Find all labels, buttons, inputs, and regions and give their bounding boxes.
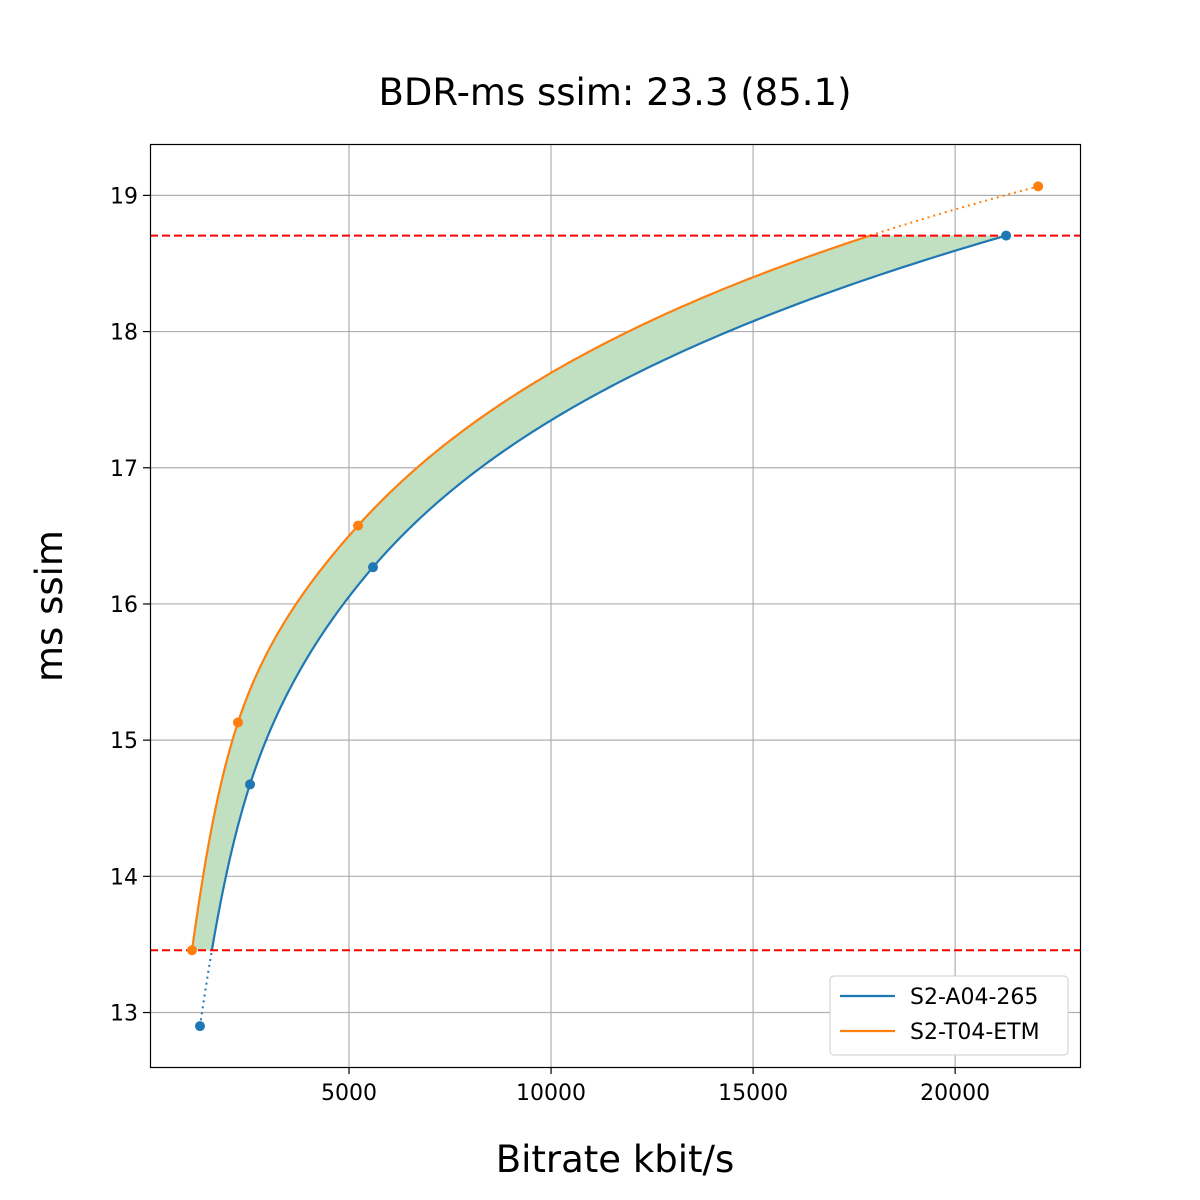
- x-tick-label: 15000: [718, 1081, 788, 1106]
- extrapolated-line-s2-t04-etm: [870, 185, 1039, 237]
- y-tick-label: 14: [110, 865, 138, 890]
- y-axis-label: ms ssim: [28, 530, 71, 682]
- legend-label-s2-a04-265: S2-A04-265: [910, 985, 1038, 1010]
- x-tick-label: 5000: [321, 1081, 377, 1106]
- y-tick-label: 13: [110, 1002, 138, 1027]
- chart-title: BDR-ms ssim: 23.3 (85.1): [378, 71, 851, 114]
- y-tick-label: 16: [110, 593, 138, 618]
- ticks: 5000 10000 15000 20000 13 14 15 16 17 18 19: [110, 184, 990, 1106]
- plot-frame: [149, 143, 1082, 1069]
- y-tick-label: 17: [110, 457, 138, 482]
- x-tick-label: 20000: [920, 1081, 990, 1106]
- data-point-s2-t04-etm: [1033, 181, 1044, 192]
- data-point-s2-a04-265: [368, 562, 379, 573]
- y-tick-label: 18: [110, 321, 138, 346]
- extrapolated-line-s2-a04-265: [199, 950, 213, 1027]
- grid: [150, 145, 1080, 1067]
- x-tick-label: 10000: [516, 1081, 586, 1106]
- y-tick-label: 15: [110, 729, 138, 754]
- plot-area: [150, 181, 1080, 1032]
- data-point-s2-t04-etm: [232, 717, 243, 728]
- data-point-s2-a04-265: [194, 1021, 205, 1032]
- series-line-s2-a04-265: [210, 234, 1007, 951]
- series-line-s2-t04-etm: [190, 234, 871, 951]
- data-point-s2-t04-etm: [186, 945, 197, 956]
- y-tick-label: 19: [110, 184, 138, 209]
- fill-between-area: [191, 235, 1007, 951]
- data-point-s2-t04-etm: [353, 520, 364, 531]
- data-point-s2-a04-265: [1001, 230, 1012, 241]
- legend: S2-A04-265 S2-T04-ETM: [829, 975, 1069, 1056]
- data-point-s2-a04-265: [245, 779, 256, 790]
- legend-label-s2-t04-etm: S2-T04-ETM: [910, 1020, 1040, 1045]
- x-axis-label: Bitrate kbit/s: [496, 1138, 735, 1181]
